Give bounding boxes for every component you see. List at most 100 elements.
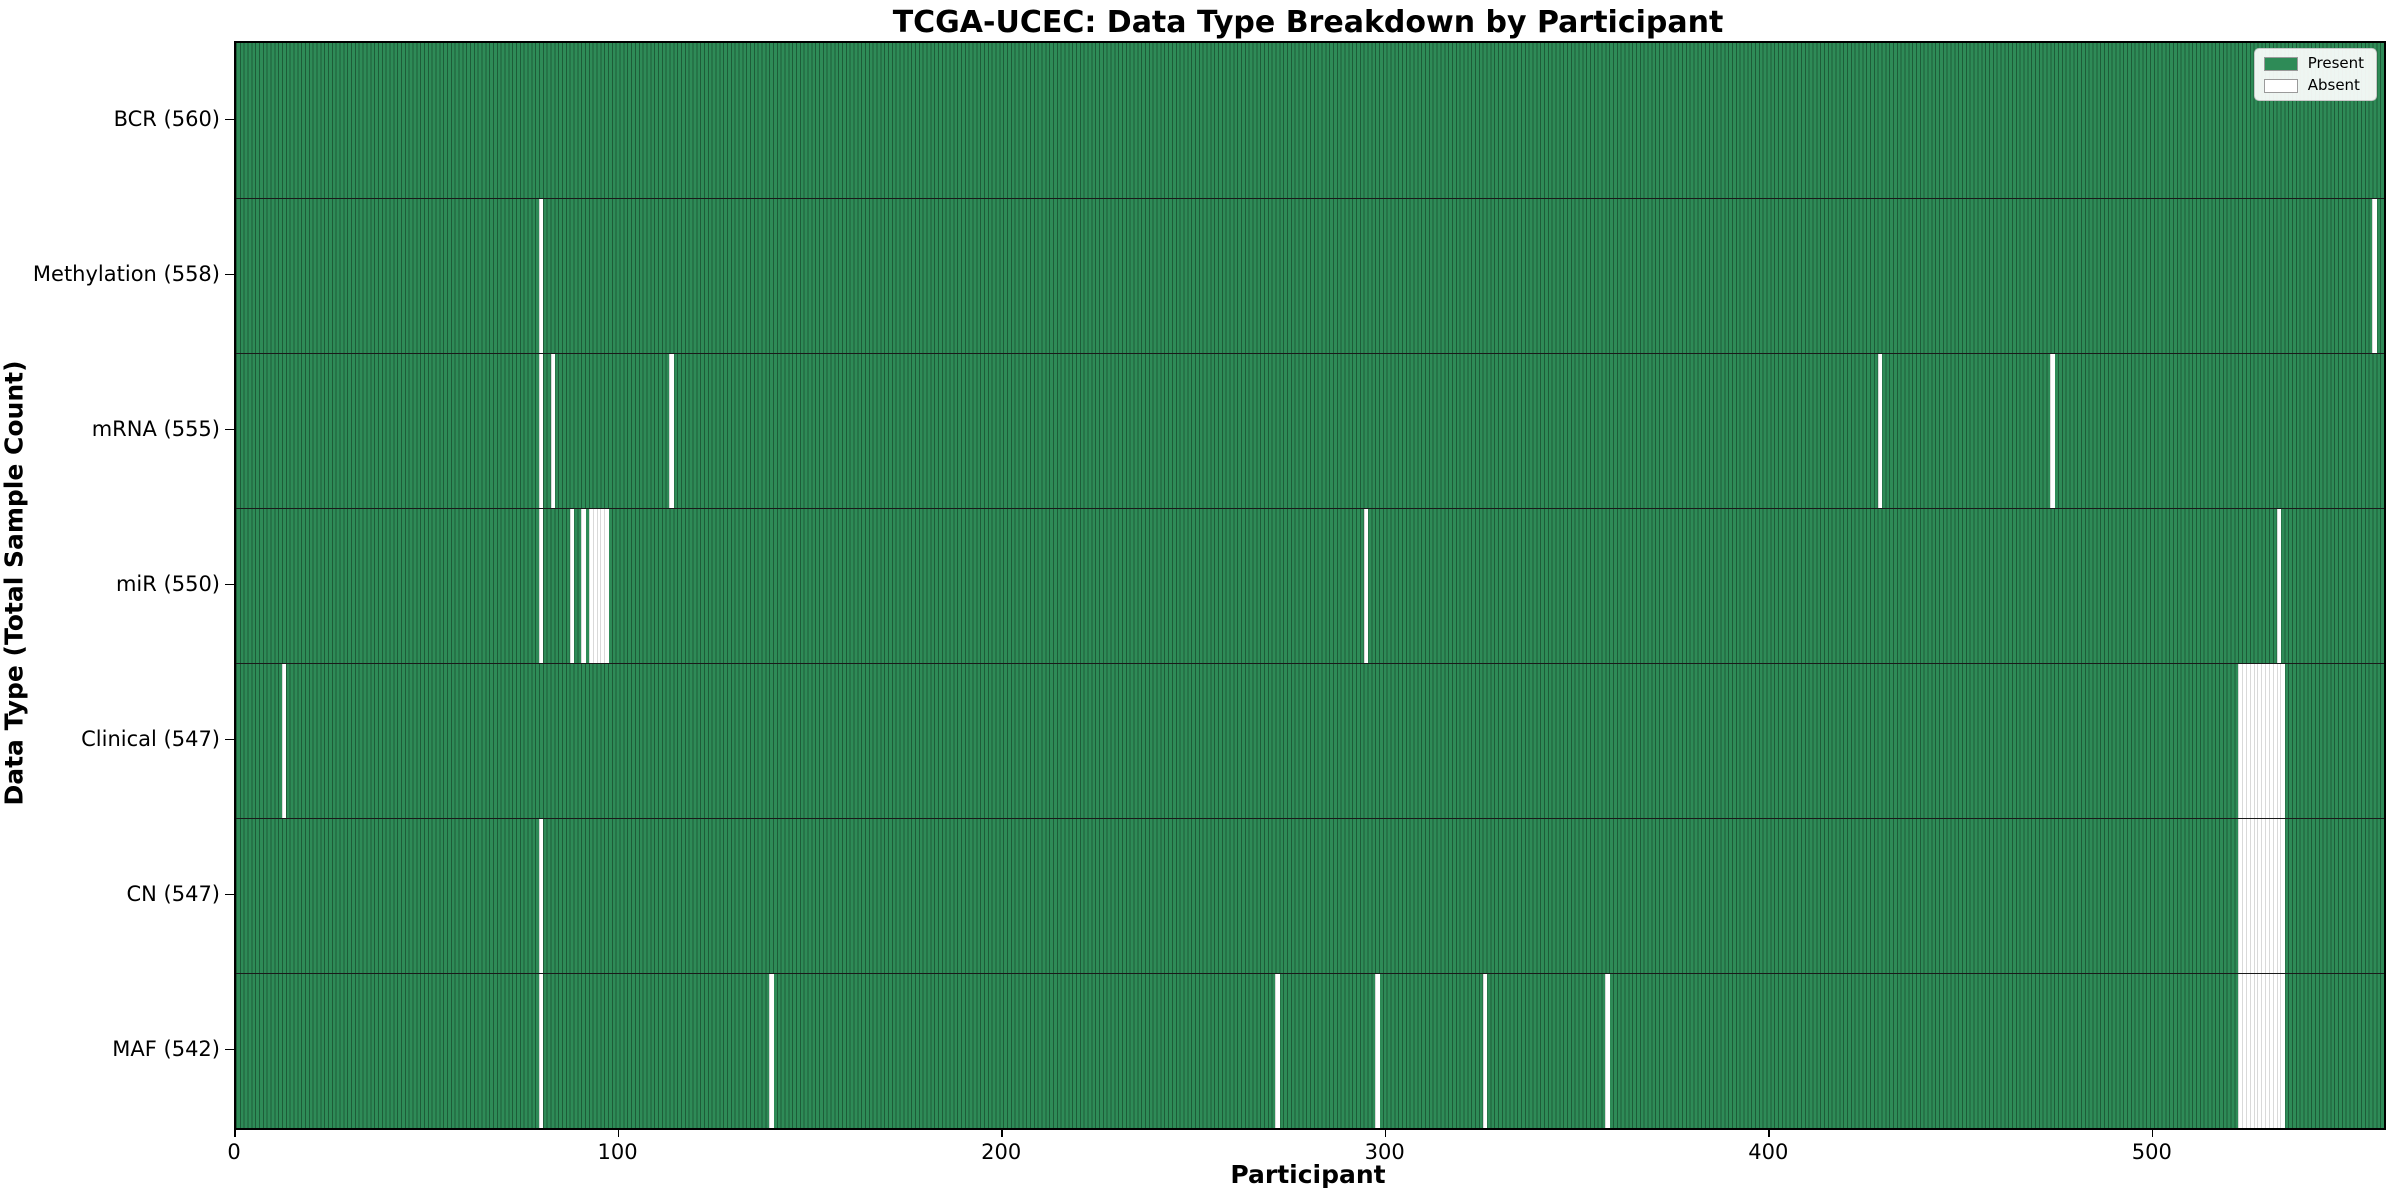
row-maf xyxy=(236,973,2384,1128)
absent-strip xyxy=(2253,974,2258,1128)
x-tick-mark xyxy=(1384,1128,1387,1137)
absent-strip xyxy=(2253,819,2258,973)
absent-strip xyxy=(2245,819,2251,973)
row-bcr xyxy=(236,43,2384,198)
x-tick-mark xyxy=(617,1128,620,1137)
absent-strip xyxy=(2245,664,2251,818)
y-tick-mark xyxy=(225,893,234,895)
absent-strip xyxy=(596,509,601,663)
absent-strip xyxy=(539,974,544,1128)
absent-strip xyxy=(2261,819,2266,973)
y-tick-label-maf: MAF (542) xyxy=(112,1036,220,1061)
x-tick-mark xyxy=(234,1128,236,1137)
absent-strip xyxy=(2242,664,2247,818)
y-tick-mark xyxy=(225,583,234,585)
absent-strip xyxy=(2238,974,2243,1128)
absent-strip xyxy=(539,199,544,353)
absent-strip xyxy=(2265,974,2270,1128)
absent-strip xyxy=(1375,974,1380,1128)
absent-strip xyxy=(282,664,287,818)
legend-item-absent: Absent xyxy=(2263,76,2364,94)
row-mir xyxy=(236,508,2384,663)
x-tick-label: 200 xyxy=(981,1140,1022,1164)
absent-strip xyxy=(2249,664,2255,818)
absent-strip xyxy=(1605,974,1610,1128)
x-tick-mark xyxy=(1768,1128,1770,1137)
absent-strip xyxy=(1363,509,1369,663)
absent-strip xyxy=(2268,974,2274,1128)
absent-strip xyxy=(2268,819,2274,973)
absent-strip xyxy=(2253,664,2258,818)
absent-strip xyxy=(2257,664,2262,818)
absent-strip xyxy=(2242,974,2247,1128)
y-tick-mark xyxy=(225,738,234,740)
x-tick-label: 300 xyxy=(1364,1140,1405,1164)
absent-strip xyxy=(2276,664,2282,818)
absent-strip xyxy=(2242,819,2247,973)
absent-strip xyxy=(2249,974,2255,1128)
absent-strip xyxy=(2272,819,2278,973)
absent-swatch-icon xyxy=(2263,78,2298,93)
absent-strip xyxy=(2249,819,2255,973)
row-cn xyxy=(236,818,2384,973)
x-tick-label: 100 xyxy=(597,1140,638,1164)
legend: Present Absent xyxy=(2253,48,2377,101)
row-clinical xyxy=(236,663,2384,818)
absent-strip xyxy=(2372,199,2377,353)
y-tick-mark xyxy=(225,1048,234,1050)
absent-strip xyxy=(2280,974,2285,1128)
legend-label-present: Present xyxy=(2307,54,2364,72)
absent-strip xyxy=(2238,819,2243,973)
y-tick-label-mir: miR (550) xyxy=(115,571,220,596)
absent-strip xyxy=(550,354,555,508)
legend-label-absent: Absent xyxy=(2307,76,2360,94)
y-tick-mark xyxy=(225,273,234,275)
absent-strip xyxy=(1877,354,1883,508)
chart-title: TCGA-UCEC: Data Type Breakdown by Partic… xyxy=(892,5,1724,40)
absent-strip xyxy=(2238,664,2243,818)
absent-strip xyxy=(604,509,609,663)
absent-strip xyxy=(2265,664,2270,818)
x-tick-mark xyxy=(1001,1128,1003,1137)
absent-strip xyxy=(2276,974,2282,1128)
y-tick-label-cn: CN (547) xyxy=(126,881,220,906)
absent-strip xyxy=(1482,974,1488,1128)
x-tick-mark xyxy=(2151,1128,2154,1137)
y-tick-label-bcr: BCR (560) xyxy=(113,106,220,131)
absent-strip xyxy=(2261,974,2266,1128)
absent-strip xyxy=(2265,819,2270,973)
present-swatch-icon xyxy=(2263,56,2298,71)
absent-strip xyxy=(2276,819,2282,973)
absent-strip xyxy=(2280,819,2285,973)
x-tick-label: 500 xyxy=(2131,1140,2172,1164)
absent-strip xyxy=(2257,819,2262,973)
absent-strip xyxy=(2261,664,2266,818)
absent-strip xyxy=(539,819,544,973)
y-tick-label-mrna: mRNA (555) xyxy=(91,416,220,441)
row-methylation xyxy=(236,198,2384,353)
row-mrna xyxy=(236,353,2384,508)
absent-strip xyxy=(769,974,774,1128)
absent-strip xyxy=(2276,509,2282,663)
absent-strip xyxy=(1275,974,1280,1128)
absent-strip xyxy=(588,509,594,663)
x-axis-label: Participant xyxy=(1230,1160,1386,1189)
absent-strip xyxy=(2272,974,2278,1128)
y-tick-label-clinical: Clinical (547) xyxy=(81,726,220,751)
y-tick-label-methylation: Methylation (558) xyxy=(32,261,220,286)
absent-strip xyxy=(569,509,575,663)
absent-strip xyxy=(669,354,674,508)
y-tick-mark xyxy=(225,428,234,430)
absent-strip xyxy=(2272,664,2278,818)
x-tick-label: 400 xyxy=(1748,1140,1789,1164)
absent-strip xyxy=(539,354,544,508)
absent-strip xyxy=(2268,664,2274,818)
absent-strip xyxy=(2257,974,2262,1128)
absent-strip xyxy=(2050,354,2055,508)
absent-strip xyxy=(581,509,586,663)
absent-strip xyxy=(600,509,605,663)
absent-strip xyxy=(539,509,544,663)
absent-strip xyxy=(2245,974,2251,1128)
absent-strip xyxy=(2280,664,2285,818)
x-tick-label: 0 xyxy=(227,1140,241,1164)
